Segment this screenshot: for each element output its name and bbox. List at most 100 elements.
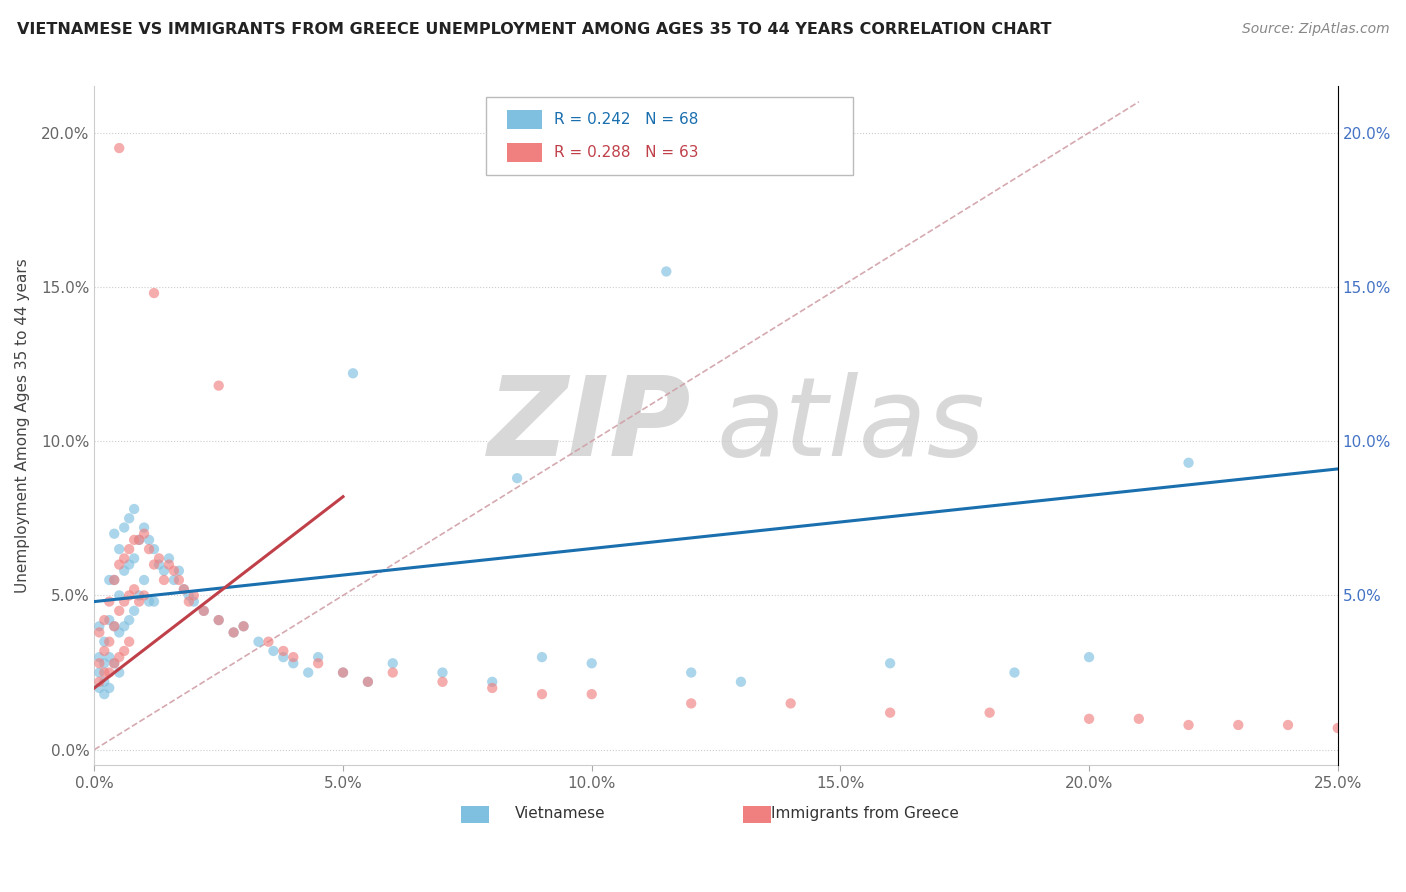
Point [128,533,150,547]
Point [122,582,145,597]
Point [108,141,131,155]
Point [1227,718,1250,732]
Point [177,589,200,603]
Point [342,366,364,380]
Point [193,604,215,618]
Text: R = 0.288   N = 63: R = 0.288 N = 63 [554,145,699,160]
Point [357,674,380,689]
Point [98,613,121,627]
Point [89,650,111,665]
Point [98,634,121,648]
Point [98,573,121,587]
Point [1128,712,1150,726]
Point [332,665,354,680]
Point [208,613,231,627]
Point [108,665,131,680]
Point [103,657,125,671]
Point [153,564,176,578]
Point [173,582,195,597]
Point [530,650,553,665]
Point [132,526,155,541]
Point [103,526,125,541]
Point [93,674,115,689]
Point [297,665,319,680]
Point [481,674,503,689]
Point [143,558,166,572]
Point [118,558,141,572]
Point [357,674,380,689]
Point [122,551,145,566]
Point [112,551,135,566]
Point [89,619,111,633]
Point [208,378,231,392]
Point [112,644,135,658]
Point [432,674,454,689]
Point [128,533,150,547]
Text: Source: ZipAtlas.com: Source: ZipAtlas.com [1241,22,1389,37]
Point [118,511,141,525]
Point [177,594,200,608]
Point [157,551,180,566]
Point [122,604,145,618]
Point [332,665,354,680]
Point [381,657,404,671]
FancyBboxPatch shape [486,96,853,175]
Point [93,665,115,680]
Point [222,625,245,640]
Point [183,594,205,608]
Point [432,665,454,680]
Point [108,542,131,557]
Point [581,657,603,671]
Point [779,697,801,711]
Point [112,520,135,534]
Point [103,619,125,633]
Point [167,573,190,587]
Point [167,564,190,578]
Point [307,650,329,665]
Point [93,687,115,701]
Point [138,542,160,557]
Point [1177,718,1199,732]
Point [730,674,752,689]
FancyBboxPatch shape [461,805,488,822]
Point [118,613,141,627]
Point [93,657,115,671]
Point [381,665,404,680]
Point [93,644,115,658]
Point [283,650,305,665]
Point [262,644,284,658]
Point [98,665,121,680]
Point [506,471,529,485]
Point [1004,665,1026,680]
Point [1177,456,1199,470]
Point [103,619,125,633]
Point [163,564,186,578]
Point [148,551,170,566]
Point [283,657,305,671]
Point [307,657,329,671]
Point [163,573,186,587]
Point [153,573,176,587]
Point [108,604,131,618]
Point [103,573,125,587]
FancyBboxPatch shape [744,805,770,822]
Point [93,634,115,648]
Point [232,619,254,633]
Point [879,706,901,720]
Point [122,533,145,547]
Point [89,665,111,680]
Point [112,564,135,578]
Text: Vietnamese: Vietnamese [516,806,606,822]
Point [183,589,205,603]
Point [89,681,111,695]
Point [481,681,503,695]
Point [143,542,166,557]
Point [112,594,135,608]
Point [247,634,270,648]
Point [193,604,215,618]
Point [93,613,115,627]
Point [108,650,131,665]
Point [89,657,111,671]
Point [681,665,703,680]
Point [1078,650,1101,665]
